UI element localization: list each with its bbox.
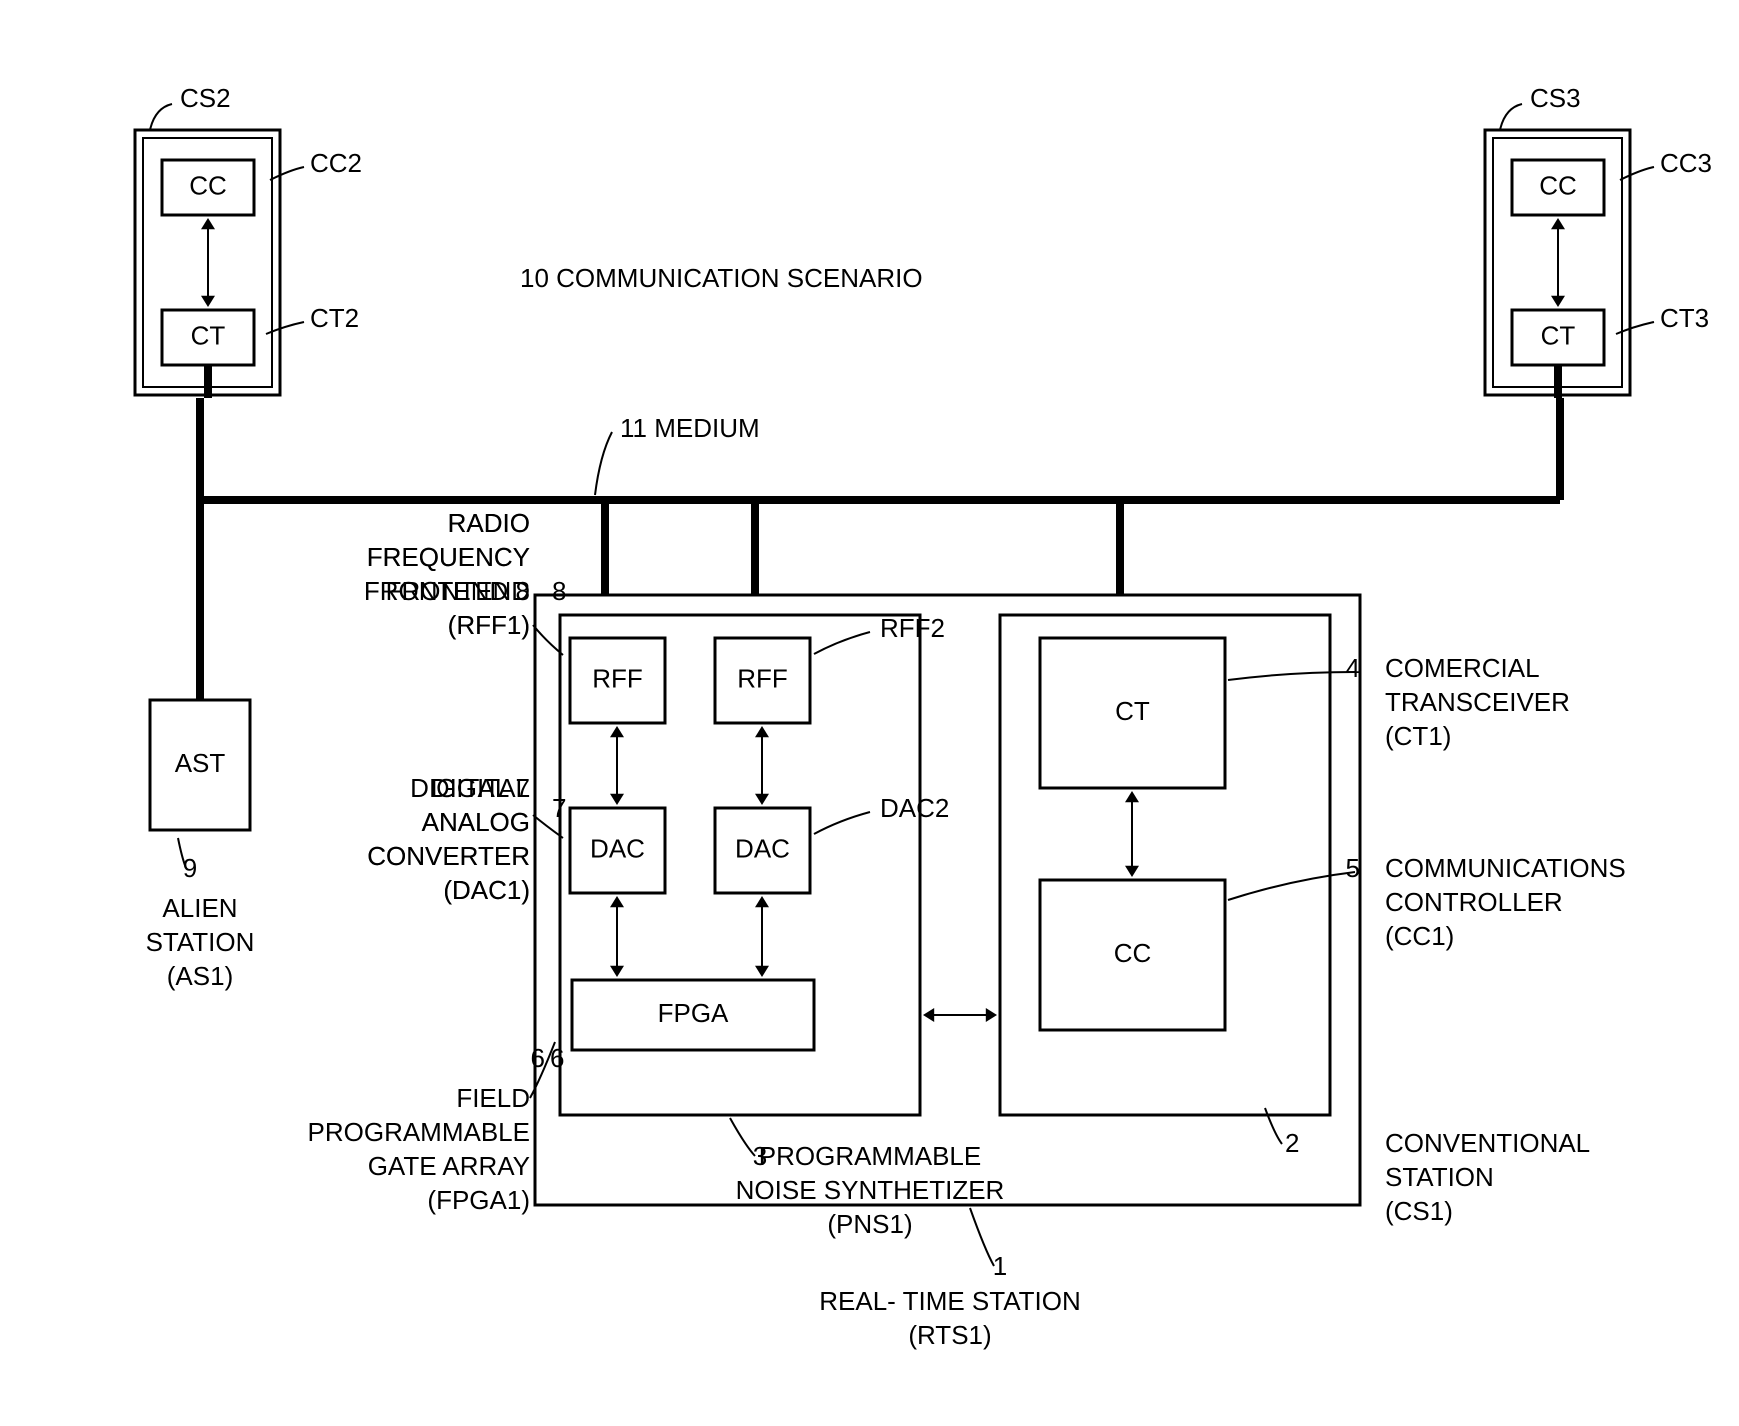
cs3-ct-label: CT xyxy=(1541,320,1576,350)
rff1-side-clean-1: FREQUENCY xyxy=(367,542,530,572)
rts-text1: REAL- TIME STATION xyxy=(819,1286,1080,1316)
ct1-side-2: (CT1) xyxy=(1385,721,1451,751)
pns-text-2: (PNS1) xyxy=(827,1209,912,1239)
title-communication-scenario: 10 COMMUNICATION SCENARIO xyxy=(520,263,923,293)
pns-text-1: NOISE SYNTHETIZER xyxy=(736,1175,1005,1205)
dac1-side-clean-3: (DAC1) xyxy=(443,875,530,905)
rff2-tag: RFF2 xyxy=(880,613,945,643)
dac2-tag: DAC2 xyxy=(880,793,949,823)
cc1-box-label: CC xyxy=(1114,938,1152,968)
alien-num: 9 xyxy=(183,853,197,883)
label-cs2-ct: CT2 xyxy=(310,303,359,333)
rff1-side-clean-2: FRONTEND xyxy=(386,576,530,606)
cs2-cc-label: CC xyxy=(189,170,227,200)
fpga-side-3: (FPGA1) xyxy=(427,1185,530,1215)
label-cs3-cc: CC3 xyxy=(1660,148,1712,178)
callout-cs3-cs xyxy=(1500,104,1522,130)
callout-rts xyxy=(970,1208,994,1266)
cs1-text-2: (CS1) xyxy=(1385,1196,1453,1226)
cs2-ct-label: CT xyxy=(191,320,226,350)
rts-text2: (RTS1) xyxy=(908,1320,991,1350)
label-cs3-ct: CT3 xyxy=(1660,303,1709,333)
ct1-side-1: TRANSCEIVER xyxy=(1385,687,1570,717)
pns-text-0: PROGRAMMABLE xyxy=(759,1141,982,1171)
dac2-box-label: DAC xyxy=(735,833,790,863)
cc1-side-2: (CC1) xyxy=(1385,921,1454,951)
fpga-box-label: FPGA xyxy=(658,998,729,1028)
dac1-box-label: DAC xyxy=(590,833,645,863)
label-cs2: CS2 xyxy=(180,83,231,113)
rff1-num: 8 xyxy=(552,576,566,606)
rff1-side-clean-0: RADIO xyxy=(448,508,530,538)
cc1-num: 5 xyxy=(1346,853,1360,883)
rff1-box-label: RFF xyxy=(592,663,643,693)
dac1-side-clean-2: CONVERTER xyxy=(367,841,530,871)
cs1-text-0: CONVENTIONAL xyxy=(1385,1128,1590,1158)
rff2-box-label: RFF xyxy=(737,663,788,693)
ct1-num: 4 xyxy=(1346,653,1360,683)
callout-medium xyxy=(595,432,612,495)
rff1-side-clean-3: (RFF1) xyxy=(448,610,530,640)
callout-cs2-cs xyxy=(150,104,172,130)
dac1-num: 7 xyxy=(552,793,566,823)
fpga-side-2: GATE ARRAY xyxy=(368,1151,530,1181)
cs1-num: 2 xyxy=(1285,1128,1299,1158)
ct1-side-0: COMERCIAL xyxy=(1385,653,1540,683)
dac1-side-clean-1: ANALOG xyxy=(422,807,530,837)
label-cs2-cc: CC2 xyxy=(310,148,362,178)
alien-text-0: ALIEN xyxy=(162,893,237,923)
cs1-text-1: STATION xyxy=(1385,1162,1494,1192)
dac1-side-clean-0: DIGITAL xyxy=(431,773,530,803)
fpga-side-1: PROGRAMMABLE xyxy=(308,1117,531,1147)
fpga-num-vis: 6 xyxy=(531,1043,545,1073)
alien-label: AST xyxy=(175,748,226,778)
alien-text-2: (AS1) xyxy=(167,961,233,991)
ct1-box-label: CT xyxy=(1115,696,1150,726)
cc1-side-0: COMMUNICATIONS xyxy=(1385,853,1626,883)
cc1-side-1: CONTROLLER xyxy=(1385,887,1563,917)
cs3-cc-label: CC xyxy=(1539,170,1577,200)
fpga-side-0: FIELD xyxy=(456,1083,530,1113)
label-medium: 11 MEDIUM xyxy=(620,413,760,443)
rts-num: 1 xyxy=(993,1251,1007,1281)
alien-text-1: STATION xyxy=(146,927,255,957)
label-cs3: CS3 xyxy=(1530,83,1581,113)
